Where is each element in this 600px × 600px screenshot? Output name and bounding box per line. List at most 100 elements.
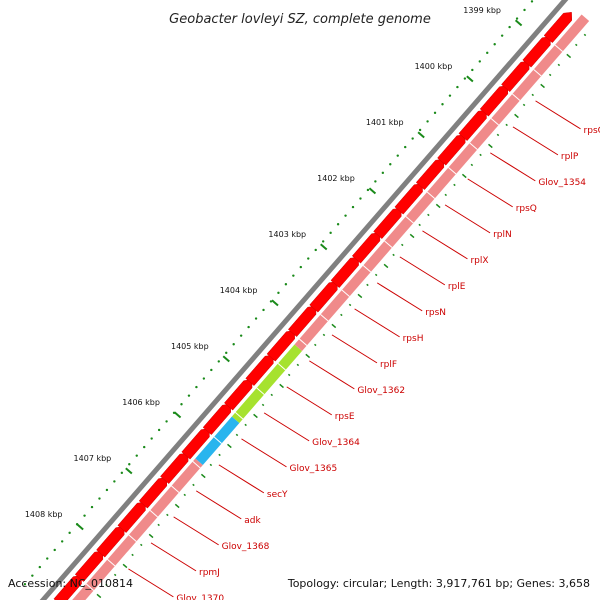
gene-labels: rpsC rplP Glov_1354 rpsQ rplN rplX rplE rpsN rps… — [128, 100, 600, 600]
inner-tick — [488, 143, 493, 149]
dotted-tick — [321, 240, 325, 243]
inner-tick — [383, 263, 389, 269]
inner-tick — [253, 413, 258, 419]
gene-leader-line — [173, 516, 219, 546]
dotted-tick — [307, 257, 310, 260]
dotted-tick — [165, 420, 168, 423]
inner-tick — [122, 563, 128, 569]
secy-segment — [231, 344, 303, 424]
gene-label: rpmJ — [199, 568, 220, 578]
gene-leader-line — [422, 230, 468, 260]
segment-divider — [107, 559, 116, 567]
dotted-tick — [500, 34, 504, 37]
segment-divider — [128, 534, 137, 542]
dotted-tick — [299, 265, 303, 269]
dotted-tick — [374, 180, 377, 183]
kbp-tick — [368, 187, 377, 195]
dotted-tick — [284, 283, 288, 286]
gene-label: Glov_1362 — [357, 386, 405, 396]
inner-tick — [461, 173, 467, 179]
dotted-tick — [426, 120, 429, 123]
segment-divider — [298, 338, 308, 346]
inner-tick — [227, 443, 232, 449]
inner-tick — [183, 493, 187, 497]
dotted-tick — [90, 505, 94, 509]
inner-tick — [305, 353, 311, 359]
kbp-label: 1403 kbp — [268, 230, 306, 239]
kbp-tick — [320, 243, 328, 251]
inner-tick — [261, 403, 265, 407]
gene-label: rplP — [561, 152, 579, 162]
inner-tick — [583, 33, 587, 37]
kbp-label: 1401 kbp — [366, 118, 404, 127]
segment-divider — [171, 485, 180, 493]
inner-tick — [427, 213, 430, 217]
dotted-tick — [217, 360, 220, 363]
dotted-tick — [478, 60, 481, 63]
gene-label: Glov_1354 — [538, 178, 586, 188]
inner-tick — [444, 193, 448, 197]
dotted-tick — [336, 223, 340, 226]
dotted-tick — [232, 343, 235, 346]
inner-tick — [531, 93, 535, 97]
dotted-tick — [202, 377, 206, 380]
dotted-tick — [254, 317, 258, 320]
inner-tick — [270, 393, 274, 397]
dotted-tick — [113, 480, 116, 483]
gene-label: rpsE — [335, 412, 355, 422]
segment-divider — [533, 69, 542, 77]
inner-tick — [287, 373, 291, 377]
inner-tick — [548, 73, 552, 77]
dotted-tick — [404, 145, 407, 149]
dotted-tick — [448, 94, 452, 97]
dotted-tick — [210, 368, 213, 372]
kbp-label: 1404 kbp — [220, 286, 258, 295]
segment-divider — [256, 387, 265, 395]
inner-tick — [131, 553, 134, 557]
inner-tick — [148, 533, 154, 539]
dotted-tick — [38, 565, 42, 569]
dotted-tick — [359, 197, 362, 200]
dotted-tick — [381, 171, 385, 175]
gene-leader-line — [195, 490, 242, 520]
kbp-tick — [173, 411, 182, 419]
kbp-label: 1407 kbp — [74, 454, 112, 463]
inner-tick — [435, 203, 441, 209]
inner-tick — [331, 323, 337, 329]
gene-leader-line — [467, 178, 513, 208]
dotted-tick — [344, 214, 347, 217]
gene-leader-line — [263, 412, 310, 442]
gene-leader-line — [331, 334, 378, 364]
gene-leader-line — [376, 282, 423, 312]
inner-tick — [522, 103, 526, 107]
dotted-tick — [441, 103, 444, 106]
gene-label: rpsQ — [516, 204, 537, 214]
dotted-tick — [486, 51, 489, 55]
gene-label: rplE — [448, 282, 466, 292]
gene-label: rpsN — [425, 308, 446, 318]
kbp-tick — [222, 355, 230, 363]
gene-leader-line — [512, 126, 559, 156]
inner-tick — [157, 523, 160, 527]
inner-tick — [340, 313, 343, 317]
dotted-tick — [523, 8, 526, 12]
kbp-label: 1405 kbp — [171, 342, 209, 351]
dotted-tick — [471, 68, 474, 72]
dotted-tick — [143, 445, 146, 449]
inner-tick — [113, 573, 117, 577]
dotted-tick — [515, 17, 519, 20]
gene-leader-line — [128, 568, 174, 598]
segment-divider — [277, 363, 286, 371]
dotted-tick — [530, 0, 534, 3]
inner-tick — [105, 583, 108, 587]
dotted-tick — [396, 154, 399, 157]
gene-label: Glov_1368 — [222, 542, 270, 552]
gene-label: rplX — [470, 256, 488, 266]
dotted-tick — [277, 291, 280, 295]
inner-tick — [366, 283, 369, 287]
gene-leader-line — [218, 464, 265, 494]
gene-leader-line — [150, 542, 197, 572]
kbp-label: 1402 kbp — [317, 174, 355, 183]
gene-label: secY — [267, 490, 288, 500]
dotted-tick — [493, 43, 496, 46]
